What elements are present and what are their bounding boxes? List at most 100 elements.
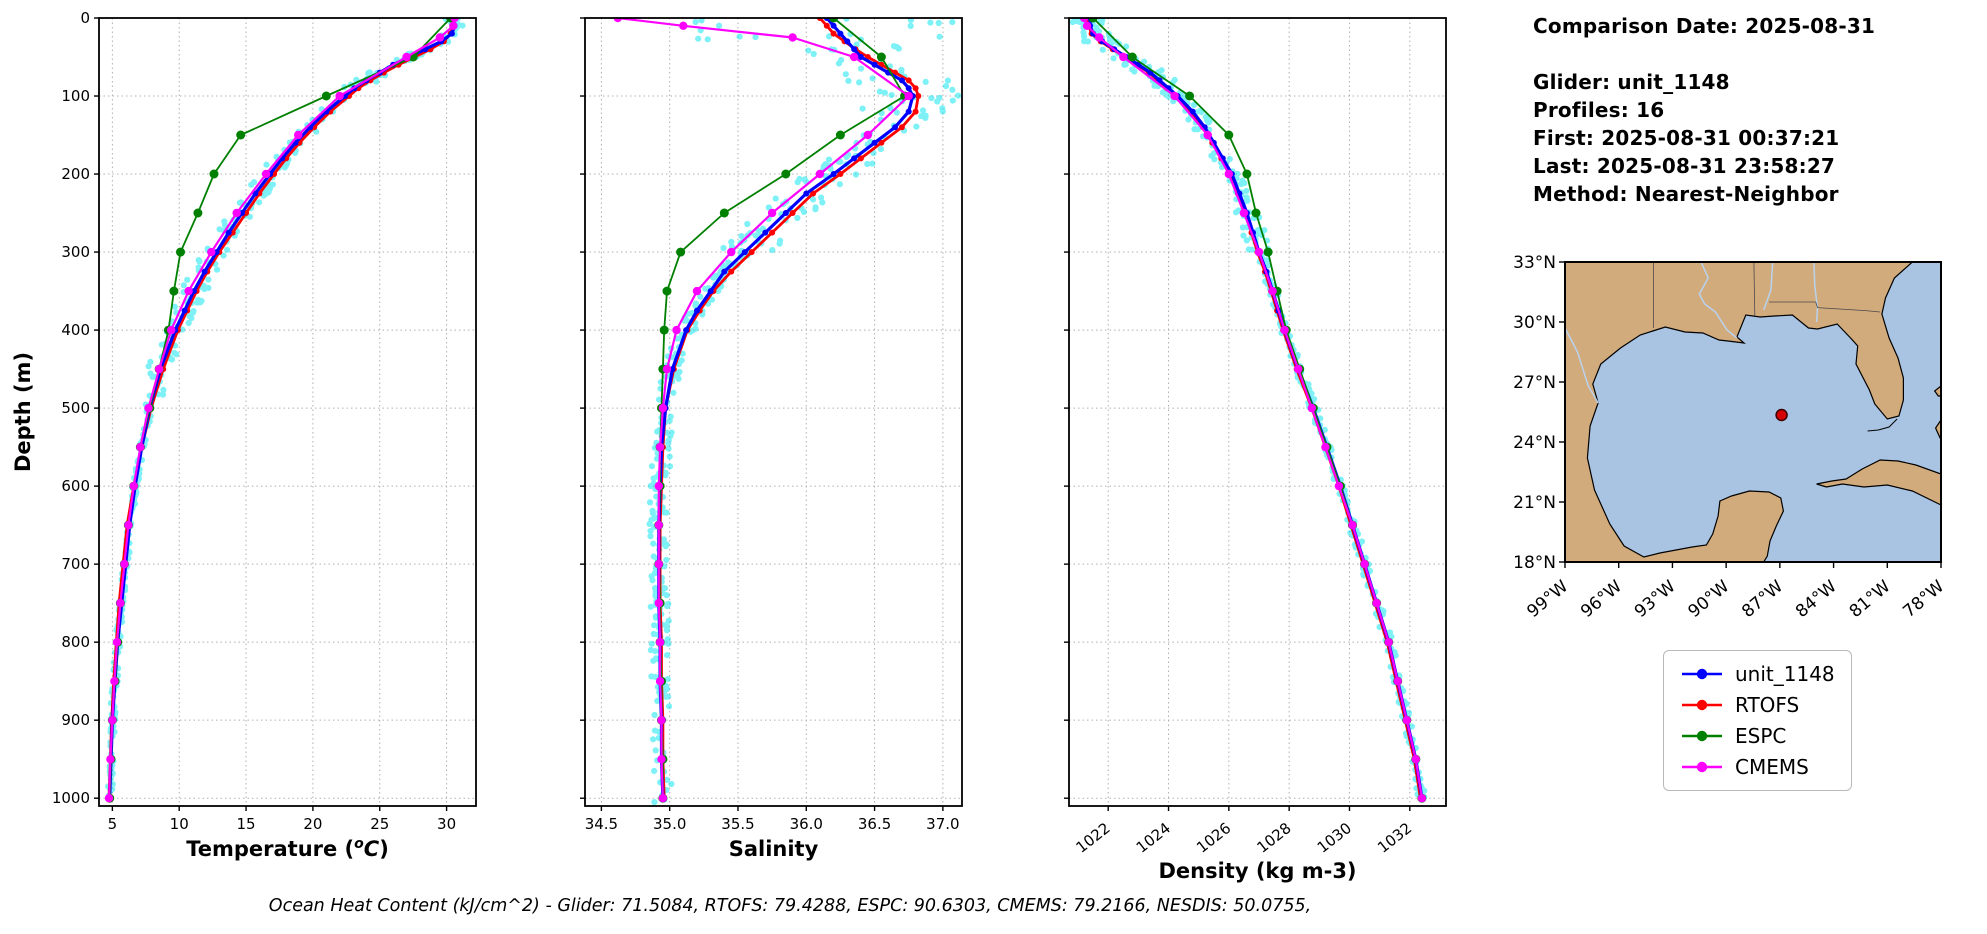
- y-tick-label: 300: [61, 243, 90, 261]
- tick-labels: 1022 1024 1026 1028 1030 1032: [1064, 17, 1415, 857]
- axes-frame: [584, 17, 963, 807]
- legend-line-marker: [1682, 668, 1722, 680]
- legend-label: CMEMS: [1735, 755, 1809, 779]
- landmass: [1933, 385, 1941, 397]
- series-RTOFS: [657, 18, 922, 802]
- axes-frame: [1068, 17, 1447, 807]
- y-tick-label: 400: [61, 321, 90, 339]
- glider-name-text: Glider: unit_1148: [1533, 70, 1730, 94]
- map-frame: [1564, 261, 1942, 563]
- y-tick-label: 100: [61, 87, 90, 105]
- x-tick-label: 10: [170, 815, 189, 833]
- series-group: [1069, 18, 1428, 803]
- tick-labels: 5 10 15 20 25 3001002003004005006007008009001…: [52, 9, 456, 833]
- lon-tick-label: 84°W: [1792, 576, 1841, 622]
- y-tick-label: 700: [61, 555, 90, 573]
- x-tick-label: 35.5: [721, 815, 754, 833]
- lat-tick-label: 27°N: [1513, 373, 1556, 393]
- x-tick-label: 35.0: [653, 815, 686, 833]
- x-tick-label: 1030: [1314, 819, 1355, 857]
- lon-tick-label: 87°W: [1738, 576, 1787, 622]
- x-tick-label: 34.5: [585, 815, 618, 833]
- river: [1565, 327, 1599, 404]
- tick-labels: 34.5 35.0 35.5 36.0 36.5 37.0: [580, 17, 960, 833]
- x-tick-label: 1028: [1253, 819, 1294, 857]
- x-axis-label: Density (kg m-3): [1158, 859, 1356, 883]
- legend-label: ESPC: [1735, 724, 1787, 748]
- lat-tick-label: 30°N: [1513, 313, 1556, 333]
- lon-tick-label: 90°W: [1685, 576, 1734, 622]
- x-tick-label: 15: [237, 815, 256, 833]
- axes-frame: [98, 17, 477, 807]
- y-tick-label: 600: [61, 477, 90, 495]
- y-tick-label: 0: [80, 9, 90, 27]
- x-tick-label: 5: [108, 815, 118, 833]
- lat-tick-label: 33°N: [1513, 253, 1556, 273]
- lon-tick-label: 81°W: [1846, 576, 1895, 622]
- florida-keys: [1867, 418, 1898, 432]
- info-panel: Comparison Date: 2025-08-31 Glider: unit…: [1533, 12, 1875, 208]
- comparison-date-text: Comparison Date: 2025-08-31: [1533, 14, 1876, 38]
- legend-line-marker: [1682, 699, 1722, 711]
- grid: [585, 17, 962, 806]
- temperature-profile: 5 10 15 20 25 3001002003004005006007008009001…: [11, 9, 477, 861]
- x-tick-label: 37.0: [926, 815, 959, 833]
- lon-tick-label: 96°W: [1577, 576, 1626, 622]
- lon-tick-label: 99°W: [1523, 576, 1572, 622]
- legend-item-unit_1148: unit_1148: [1680, 662, 1835, 686]
- x-tick-label: 1022: [1072, 819, 1113, 857]
- legend-line-marker: [1682, 761, 1722, 773]
- x-axis-label: Temperature (oC): [186, 836, 389, 861]
- x-tick-label: 1026: [1193, 819, 1234, 857]
- ocean-heat-content-caption: Ocean Heat Content (kJ/cm^2) - Glider: 7…: [268, 896, 1312, 916]
- y-axis-label: Depth (m): [11, 352, 35, 472]
- series-CMEMS: [1079, 18, 1427, 803]
- first-profile-time-text: First: 2025-08-31 00:37:21: [1533, 126, 1840, 150]
- x-tick-label: 36.5: [858, 815, 891, 833]
- legend-line-marker: [1682, 730, 1722, 742]
- x-tick-label: 30: [437, 815, 456, 833]
- glider-raw-scatter: [646, 18, 962, 806]
- river: [1698, 262, 1738, 339]
- legend-item-ESPC: ESPC: [1680, 724, 1835, 748]
- lon-tick-label: 93°W: [1631, 576, 1680, 622]
- y-tick-label: 800: [61, 633, 90, 651]
- glider-raw-scatter: [105, 18, 466, 799]
- grid: [1069, 17, 1446, 806]
- lat-tick-label: 18°N: [1513, 553, 1556, 573]
- legend-label: unit_1148: [1735, 662, 1835, 686]
- legend-label: RTOFS: [1735, 693, 1800, 717]
- legend-item-CMEMS: CMEMS: [1680, 755, 1835, 779]
- series-CMEMS: [613, 18, 913, 803]
- x-tick-label: 1032: [1374, 819, 1415, 857]
- profile-charts: 5 10 15 20 25 3001002003004005006007008009001…: [11, 9, 1447, 883]
- method-text: Method: Nearest-Neighbor: [1533, 182, 1839, 206]
- map-content: [1565, 262, 1941, 562]
- series-group: [613, 18, 962, 806]
- glider-position-marker: [1775, 408, 1788, 422]
- x-tick-label: 20: [303, 815, 322, 833]
- series-unit_1148: [106, 18, 458, 802]
- river: [1813, 262, 1819, 323]
- legend: unit_1148 RTOFS ESPC CMEMS: [1663, 650, 1852, 791]
- lon-tick-label: 78°W: [1899, 576, 1948, 622]
- landmass: [1816, 459, 1941, 506]
- series-group: [104, 18, 466, 803]
- y-tick-label: 1000: [52, 789, 90, 807]
- density-profile: 1022 1024 1026 1028 1030 1032 Density (kg m-3): [1064, 17, 1447, 883]
- lat-tick-label: 21°N: [1513, 493, 1556, 513]
- x-tick-label: 1024: [1133, 819, 1174, 857]
- grid: [99, 17, 476, 806]
- salinity-profile: 34.5 35.0 35.5 36.0 36.5 37.0 Salinity: [580, 17, 963, 861]
- state-border: [1815, 301, 1881, 313]
- y-tick-label: 200: [61, 165, 90, 183]
- state-border: [1753, 262, 1756, 317]
- series-unit_1148: [655, 18, 916, 802]
- y-tick-label: 900: [61, 711, 90, 729]
- x-axis-label: Salinity: [729, 837, 819, 861]
- last-profile-time-text: Last: 2025-08-31 23:58:27: [1533, 154, 1836, 178]
- lat-tick-label: 24°N: [1513, 433, 1556, 453]
- landmass: [1565, 262, 1914, 562]
- river: [1762, 262, 1774, 311]
